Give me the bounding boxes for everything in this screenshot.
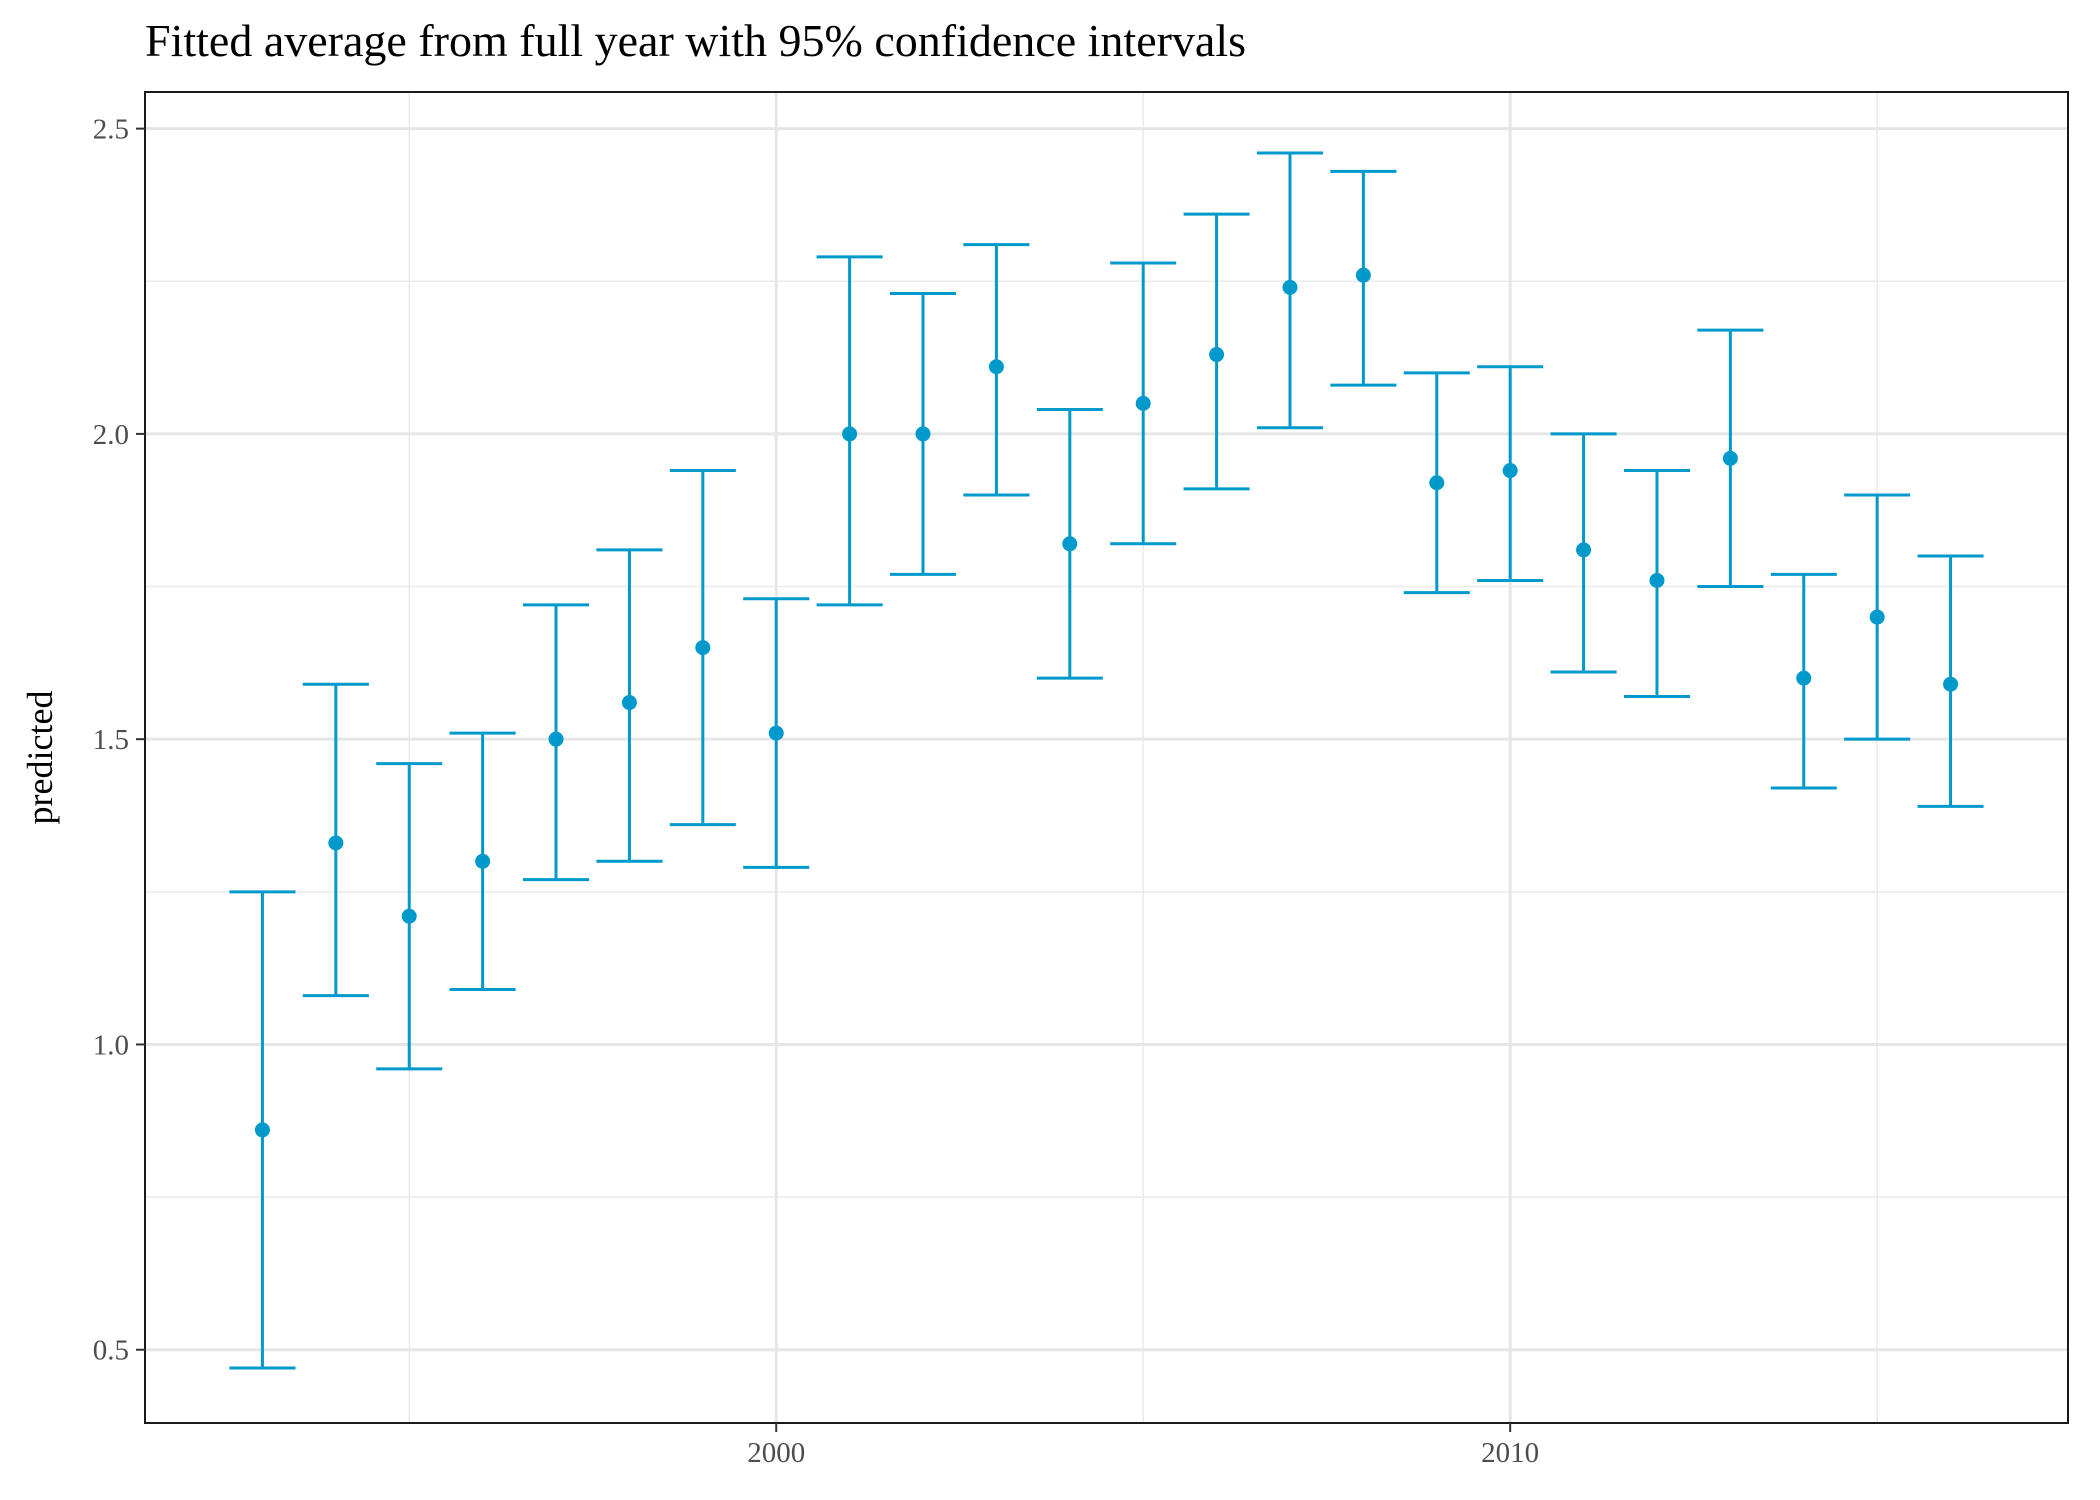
data-point <box>1576 542 1592 558</box>
data-point <box>1429 475 1445 491</box>
data-point <box>1355 267 1371 283</box>
data-point <box>842 426 858 442</box>
error-bar <box>963 243 1030 497</box>
grid-minor <box>145 92 2068 1423</box>
error-bar <box>229 890 296 1370</box>
data-point <box>1722 450 1738 466</box>
data-point <box>1943 676 1959 692</box>
error-bar <box>1256 151 1324 430</box>
y-tick-label: 2.0 <box>93 419 129 451</box>
data-point <box>401 908 417 924</box>
error-bar <box>669 469 736 827</box>
data-point <box>1869 609 1885 625</box>
error-bar <box>816 255 883 607</box>
grid-major <box>145 92 2068 1423</box>
y-tick-label: 0.5 <box>93 1335 129 1367</box>
data-point <box>328 835 344 851</box>
error-bar <box>522 603 590 882</box>
y-axis-title: predicted <box>20 691 60 825</box>
error-bar <box>1697 328 1764 589</box>
error-bar <box>1110 261 1177 546</box>
data-point <box>1282 279 1298 295</box>
error-bar <box>1183 212 1250 491</box>
data-point <box>1135 395 1151 411</box>
data-point <box>254 1122 270 1138</box>
error-bar <box>1917 554 1984 808</box>
data-point <box>768 725 784 741</box>
error-bar <box>1403 371 1470 595</box>
error-bar <box>449 731 516 992</box>
data-point <box>1796 670 1812 686</box>
y-tick-label: 2.5 <box>93 114 129 146</box>
axis-ticks <box>136 127 1512 1432</box>
y-tick-label: 1.0 <box>93 1029 129 1061</box>
error-bar <box>1770 572 1837 790</box>
data-point <box>988 359 1004 375</box>
error-bar <box>1550 432 1617 674</box>
tick-labels: 0.5 1.0 1.5 2.0 2.5 2000 2010 <box>93 114 1539 1469</box>
chart-title: Fitted average from full year with 95% c… <box>145 15 1247 66</box>
x-tick-label: 2010 <box>1481 1437 1539 1469</box>
data-point <box>475 853 491 869</box>
data-point <box>695 640 711 656</box>
series <box>229 151 1984 1370</box>
error-bar <box>302 682 369 998</box>
error-bar <box>1330 169 1397 387</box>
data-point <box>1062 536 1078 552</box>
error-bar <box>1623 469 1691 698</box>
error-bar <box>596 548 663 863</box>
data-point <box>1209 347 1225 363</box>
data-point <box>1649 572 1665 588</box>
data-point <box>621 695 637 711</box>
data-point <box>548 731 564 747</box>
error-bar <box>1036 407 1103 680</box>
y-tick-label: 1.5 <box>93 724 129 756</box>
error-bar <box>1477 365 1544 582</box>
x-tick-label: 2000 <box>747 1437 805 1469</box>
error-bar <box>743 597 810 869</box>
data-point <box>915 426 931 442</box>
error-bar <box>1844 493 1911 741</box>
panel-border <box>144 91 2069 1424</box>
data-point <box>1502 463 1518 479</box>
error-bar <box>889 291 957 576</box>
error-bar <box>376 762 443 1071</box>
